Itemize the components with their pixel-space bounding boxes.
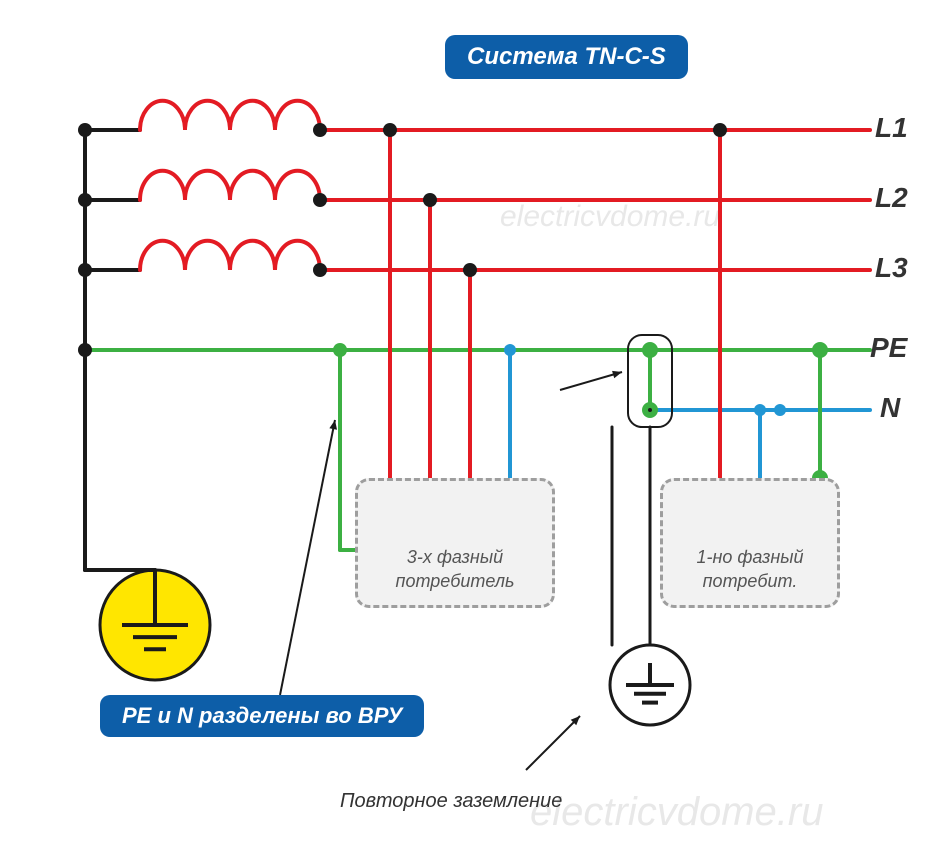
label-l1: L1: [875, 112, 908, 144]
label-l2: L2: [875, 182, 908, 214]
badge2-text: PE и N разделены во ВРУ: [122, 703, 402, 728]
label-n: N: [880, 392, 900, 424]
diagram-canvas: electricvdome.ru electricvdome.ru Систем…: [0, 0, 950, 850]
consumer-1phase-box: 1-но фазный потребит.: [660, 478, 840, 608]
caption-reground: Повторное заземление: [340, 790, 562, 813]
title-badge: Система TN-C-S: [445, 35, 688, 79]
title-text: Система TN-C-S: [467, 43, 666, 70]
consumer-3phase-label: 3-х фазный потребитель: [396, 546, 515, 593]
pe-n-split-badge: PE и N разделены во ВРУ: [100, 695, 424, 737]
consumer-1phase-label: 1-но фазный потребит.: [696, 546, 803, 593]
consumer-3phase-box: 3-х фазный потребитель: [355, 478, 555, 608]
label-l3: L3: [875, 252, 908, 284]
label-pe: PE: [870, 332, 907, 364]
